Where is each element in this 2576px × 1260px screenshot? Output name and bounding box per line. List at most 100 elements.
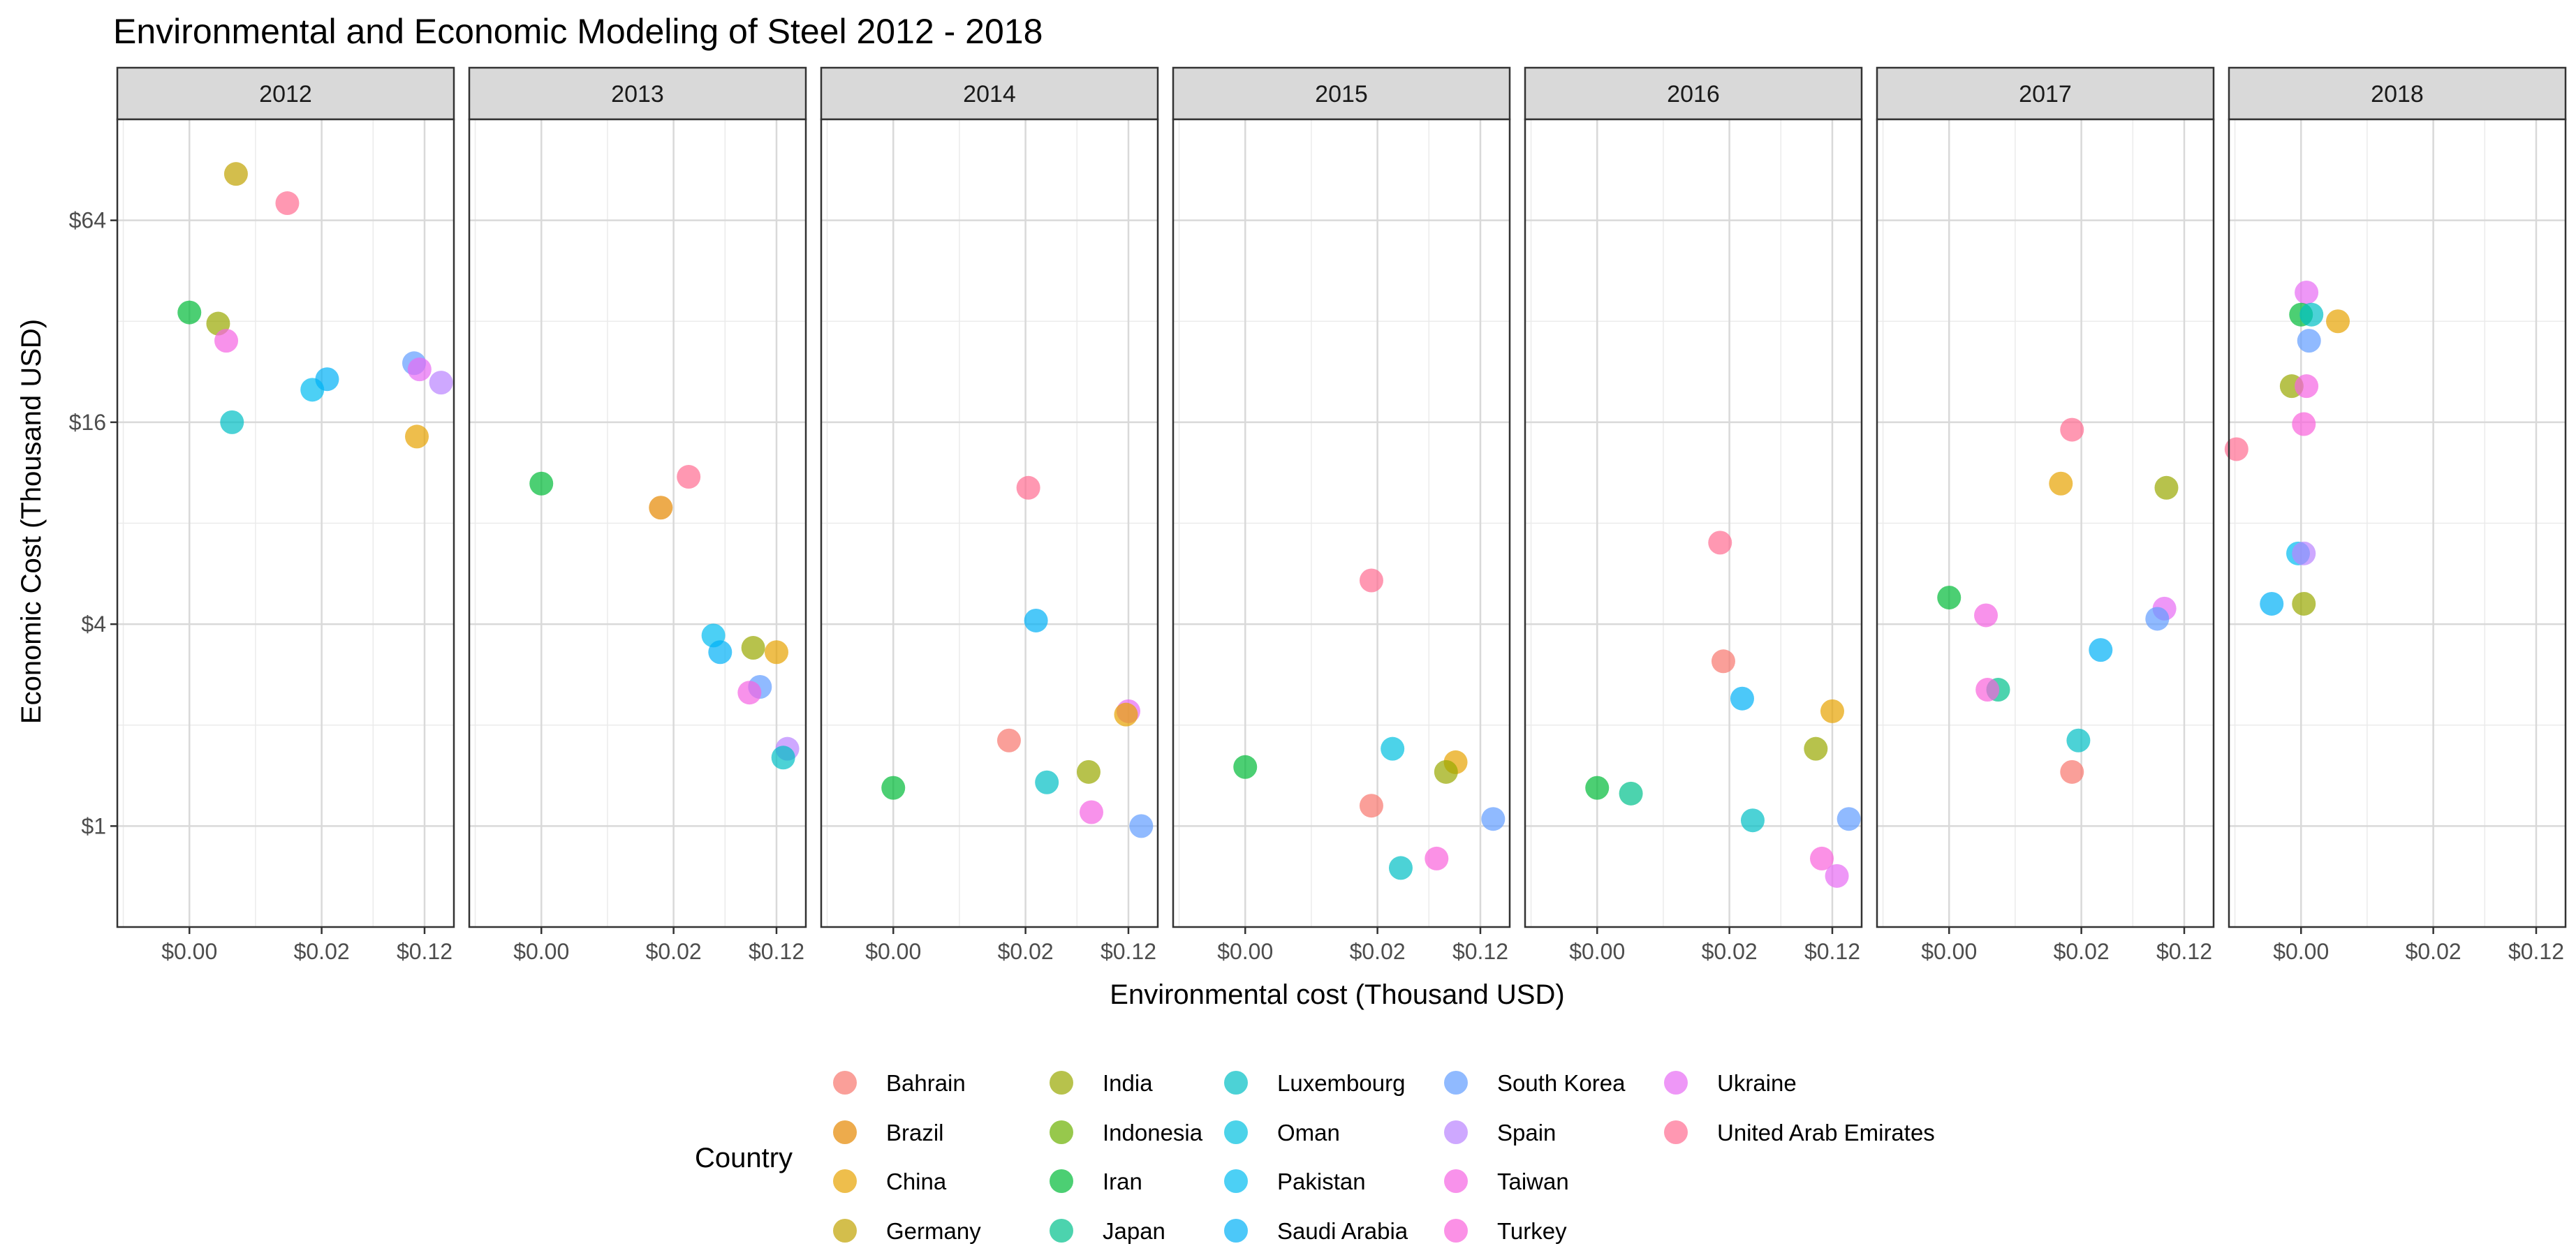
facet-strip	[1876, 66, 2215, 121]
point-spain	[429, 371, 453, 395]
legend-item-oman: Oman	[1224, 1120, 1340, 1146]
facet-panel-2017: 2017 $0.00 $0.02 $0.12	[1876, 66, 2215, 964]
facet-strip	[2228, 66, 2567, 121]
point-luxembourg	[2066, 728, 2091, 753]
legend-item-taiwan: Taiwan	[1444, 1169, 1569, 1194]
legend-label: China	[886, 1169, 947, 1194]
point-taiwan	[1974, 603, 1999, 628]
legend-swatch	[1444, 1120, 1468, 1144]
panel-border	[468, 118, 807, 928]
legend-label: India	[1103, 1070, 1153, 1096]
x-tick-label: $0.00	[513, 939, 569, 964]
x-tick-label: $0.12	[1452, 939, 1508, 964]
legend-label: Luxembourg	[1277, 1070, 1405, 1096]
legend-label: Brazil	[886, 1120, 944, 1146]
point-luxembourg	[1388, 856, 1413, 880]
legend-swatch	[1050, 1169, 1073, 1193]
legend-label: Saudi Arabia	[1277, 1218, 1408, 1244]
facet-panel-2016: 2016 $0.00 $0.02 $0.12	[1524, 66, 1863, 964]
y-tick-label: $16	[69, 410, 106, 435]
legend-item-south-korea: South Korea	[1444, 1070, 1626, 1096]
legend-item-china: China	[833, 1169, 947, 1194]
point-iran	[1233, 755, 1258, 779]
point-south-korea	[2297, 329, 2321, 353]
legend-swatch	[833, 1120, 857, 1144]
panel-border	[116, 118, 455, 928]
legend-label: Taiwan	[1497, 1169, 1569, 1194]
legend-item-india: India	[1050, 1070, 1153, 1096]
point-india	[1076, 759, 1101, 784]
legend-label: Ukraine	[1717, 1070, 1797, 1096]
legend-item-turkey: Turkey	[1444, 1218, 1567, 1244]
point-taiwan	[737, 681, 762, 705]
legend-swatch	[1444, 1219, 1468, 1243]
facet-strip-label: 2013	[611, 81, 664, 108]
point-south-korea	[1129, 814, 1154, 838]
legend-title: Country	[695, 1143, 793, 1173]
point-iran	[529, 471, 554, 496]
point-south-korea	[1481, 807, 1506, 831]
x-tick-label: $0.12	[1101, 939, 1156, 964]
point-iran	[1937, 586, 1962, 610]
legend-item-saudi-arabia: Saudi Arabia	[1224, 1218, 1408, 1244]
facet-strip-label: 2014	[963, 81, 1016, 108]
point-luxembourg	[2299, 302, 2324, 327]
point-ukraine	[407, 357, 432, 382]
facet-panel-2014: 2014 $0.00 $0.02 $0.12	[820, 66, 1159, 964]
legend-swatch	[833, 1071, 857, 1095]
facet-strip	[1524, 66, 1863, 121]
point-turkey	[1809, 846, 1834, 870]
point-taiwan	[214, 329, 239, 353]
point-taiwan	[2295, 374, 2319, 399]
legend-swatch	[1444, 1071, 1468, 1095]
point-luxembourg	[1035, 770, 1059, 794]
legend-label: Oman	[1277, 1120, 1340, 1146]
legend-label: Germany	[886, 1218, 981, 1244]
point-india	[1804, 736, 1828, 761]
legend-swatch	[1224, 1169, 1248, 1193]
facet-panels: 2012 $0.00 $0.02 $0.12 $1 $4 $16 $64 2013 $0.00 $0…	[69, 66, 2567, 964]
y-tick-label: $1	[81, 813, 106, 838]
point-saudi-arabia	[2260, 591, 2284, 616]
point-united-arab-emirates	[1359, 568, 1383, 593]
x-axis-title: Environmental cost (Thousand USD)	[1110, 979, 1564, 1010]
point-saudi-arabia	[1024, 608, 1048, 632]
point-china	[764, 640, 788, 665]
point-japan	[1619, 781, 1643, 806]
point-germany	[223, 162, 248, 186]
legend-item-spain: Spain	[1444, 1120, 1556, 1146]
x-tick-label: $0.02	[294, 939, 350, 964]
legend-label: Pakistan	[1277, 1169, 1366, 1194]
point-united-arab-emirates	[2224, 437, 2249, 461]
x-tick-label: $0.02	[998, 939, 1054, 964]
point-bahrain	[1359, 794, 1383, 818]
legend-swatch	[1050, 1071, 1073, 1095]
legend-label: Japan	[1103, 1218, 1165, 1244]
facet-panel-2012: 2012 $0.00 $0.02 $0.12 $1 $4 $16 $64	[69, 66, 455, 964]
x-tick-label: $0.00	[1217, 939, 1273, 964]
point-south-korea	[1837, 807, 1861, 831]
point-saudi-arabia	[315, 367, 339, 392]
legend-label: Indonesia	[1103, 1120, 1203, 1146]
legend-item-united-arab-emirates: United Arab Emirates	[1664, 1120, 1935, 1146]
facet-strip-label: 2016	[1667, 81, 1720, 108]
point-india	[741, 636, 765, 660]
point-saudi-arabia	[708, 640, 733, 665]
legend-label: Bahrain	[886, 1070, 966, 1096]
panel-border	[1172, 118, 1511, 928]
point-oman	[1381, 736, 1405, 761]
legend-item-iran: Iran	[1050, 1169, 1142, 1194]
y-tick-label: $4	[81, 612, 106, 637]
legend-swatch	[1444, 1169, 1468, 1193]
point-bahrain	[1711, 649, 1735, 674]
x-tick-label: $0.12	[1804, 939, 1860, 964]
point-south-korea	[2145, 607, 2170, 631]
legend-label: Iran	[1103, 1169, 1142, 1194]
point-brazil	[649, 496, 673, 520]
point-ukraine	[1825, 864, 1849, 888]
x-tick-label: $0.02	[1350, 939, 1406, 964]
facet-strip-label: 2018	[2371, 81, 2424, 108]
legend-swatch	[1224, 1120, 1248, 1144]
point-bahrain	[2060, 759, 2084, 784]
